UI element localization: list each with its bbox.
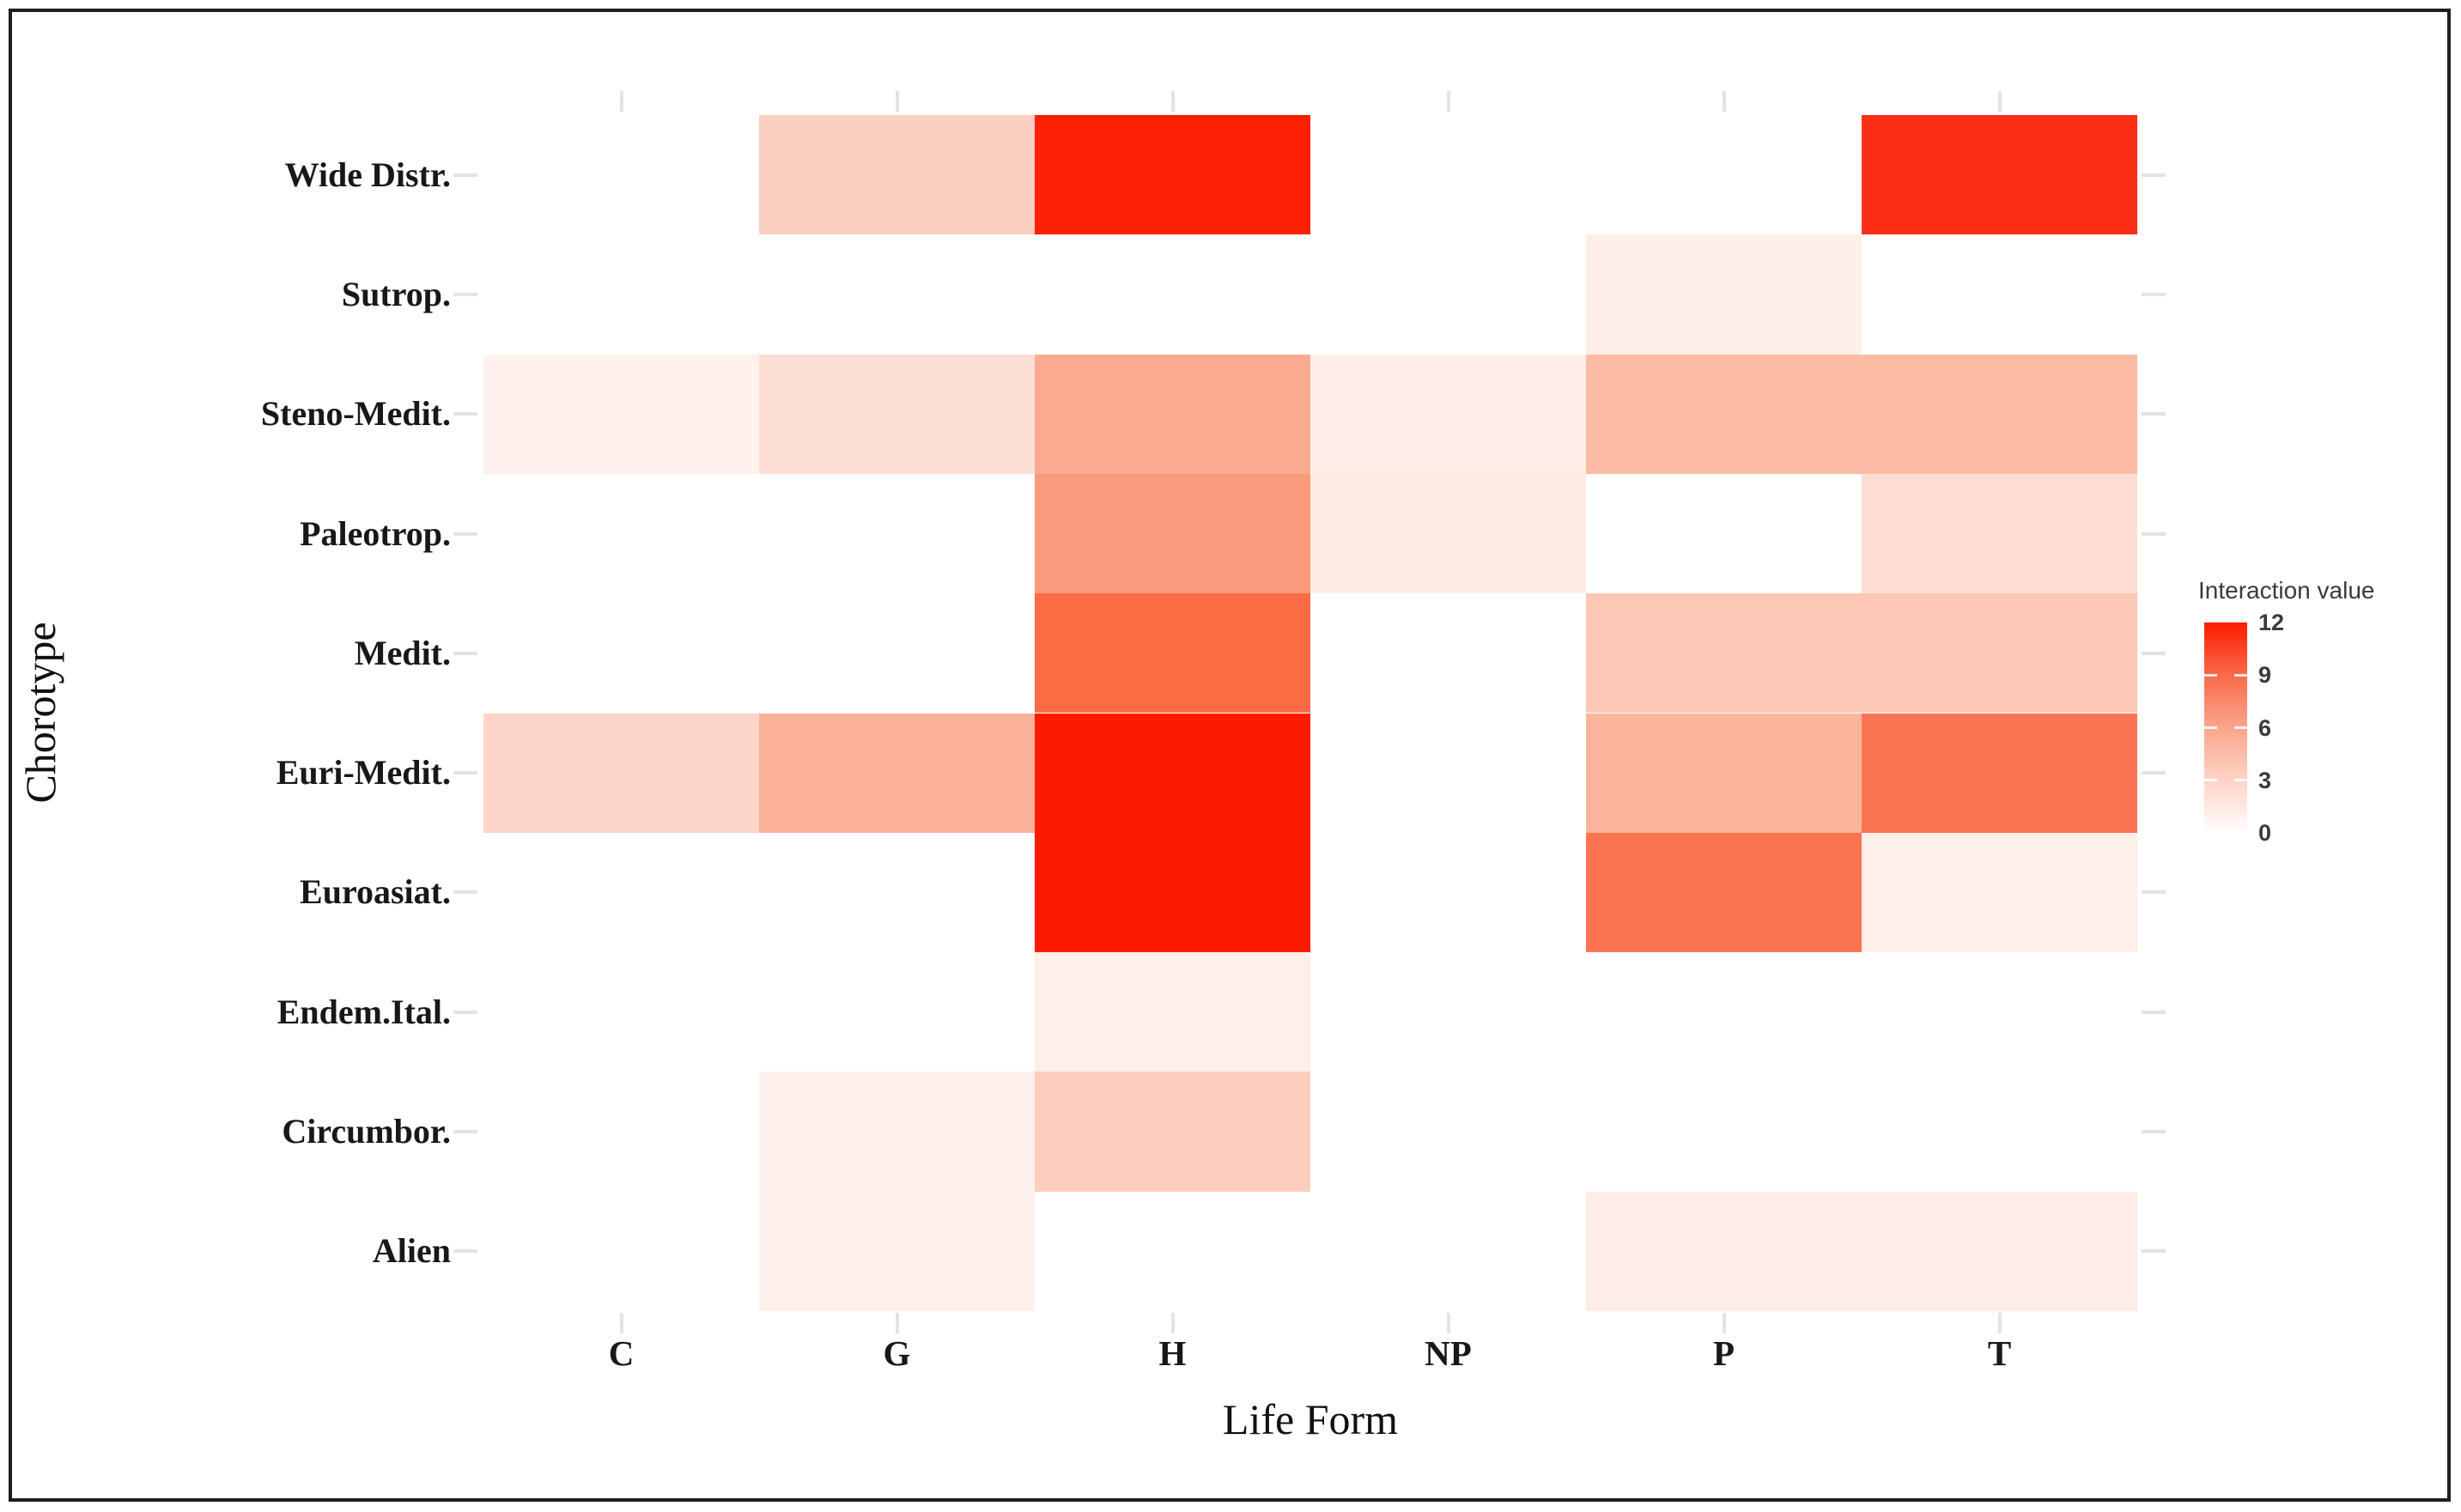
axis-tick-top: [619, 91, 623, 112]
heatmap-cell-alien-t: [1862, 1191, 2137, 1311]
axis-tick-left: [453, 1010, 477, 1014]
heatmap-cell-euri-medit--t: [1862, 713, 2137, 833]
legend-bar-tick: [2234, 673, 2247, 677]
heatmap-cell-steno-medit--np: [1310, 354, 1586, 474]
heatmap-cell-paleotrop--t: [1862, 473, 2137, 594]
x-tick-label: G: [883, 1333, 911, 1373]
heatmap-cell-euroasiat--p: [1586, 832, 1862, 953]
y-tick-label: Circumbor.: [282, 1112, 451, 1151]
heatmap-cell-euri-medit--g: [759, 713, 1035, 833]
legend-tick-label: 3: [2258, 767, 2272, 793]
axis-tick-right: [2142, 651, 2166, 655]
axis-tick-left: [453, 890, 477, 895]
axis-tick-top: [1997, 91, 2002, 112]
y-tick-label: Euroasiat.: [300, 872, 451, 912]
heatmap-cell-euroasiat--h: [1035, 832, 1310, 953]
heatmap-cell-alien-g: [759, 1191, 1035, 1311]
heatmap-cell-endem-ital--h: [1035, 952, 1310, 1072]
heatmap-cell-euri-medit--p: [1586, 713, 1862, 833]
axis-tick-top: [895, 91, 899, 112]
legend-tick-label: 6: [2258, 714, 2272, 741]
heatmap-cell-steno-medit--c: [483, 354, 759, 474]
axis-tick-bottom: [895, 1313, 899, 1333]
figure-border: [9, 9, 2451, 1502]
axis-tick-right: [2142, 531, 2166, 536]
legend-tick-label: 0: [2258, 820, 2272, 846]
heatmap-cell-medit--t: [1862, 593, 2137, 713]
y-axis-title: Chorotype: [16, 622, 64, 804]
heatmap-cell-steno-medit--p: [1586, 354, 1862, 474]
heatmap-cell-alien-p: [1586, 1191, 1862, 1311]
axis-tick-left: [453, 1249, 477, 1254]
axis-tick-top: [1722, 91, 1726, 112]
legend-bar-tick: [2234, 779, 2247, 782]
legend-bar-tick: [2234, 726, 2247, 729]
axis-tick-top: [1170, 91, 1175, 112]
axis-tick-left: [453, 173, 477, 177]
x-tick-label: T: [1987, 1333, 2012, 1373]
y-tick-label: Euri-Medit.: [276, 753, 451, 792]
heatmap-cell-paleotrop--h: [1035, 473, 1310, 594]
axis-tick-right: [2142, 292, 2166, 296]
axis-tick-left: [453, 292, 477, 296]
axis-tick-right: [2142, 771, 2166, 775]
axis-tick-bottom: [619, 1313, 623, 1333]
x-tick-label: NP: [1425, 1333, 1472, 1373]
heatmap-cell-euri-medit--c: [483, 713, 759, 833]
axis-tick-bottom: [1446, 1313, 1450, 1333]
axis-tick-left: [453, 531, 477, 536]
legend-title: Interaction value: [2198, 577, 2375, 604]
heatmap-cell-steno-medit--h: [1035, 354, 1310, 474]
heatmap-cell-paleotrop--np: [1310, 473, 1586, 594]
legend-tick-label: 12: [2258, 610, 2285, 635]
heatmap-cell-circumbor--g: [759, 1072, 1035, 1192]
heatmap-cell-circumbor--h: [1035, 1072, 1310, 1192]
axis-tick-right: [2142, 890, 2166, 895]
heatmap-cell-wide-distr--t: [1862, 115, 2137, 235]
heatmap-cell-steno-medit--g: [759, 354, 1035, 474]
axis-tick-left: [453, 1130, 477, 1134]
y-tick-label: Medit.: [354, 633, 451, 672]
heatmap-cell-wide-distr--g: [759, 115, 1035, 235]
y-tick-label: Wide Distr.: [284, 155, 451, 194]
y-tick-label: Endem.Ital.: [276, 992, 451, 1031]
x-tick-label: P: [1712, 1333, 1735, 1373]
axis-tick-left: [453, 412, 477, 416]
heatmap-cell-medit--h: [1035, 593, 1310, 713]
heatmap-cell-steno-medit--t: [1862, 354, 2137, 474]
heatmap-cell-euroasiat--t: [1862, 832, 2137, 953]
x-axis-title: Life Form: [1222, 1395, 1399, 1443]
legend-bar-tick: [2204, 726, 2217, 729]
y-tick-label: Alien: [372, 1231, 451, 1271]
axis-tick-right: [2142, 1130, 2166, 1134]
legend-bar-tick: [2204, 779, 2217, 782]
axis-tick-right: [2142, 1010, 2166, 1014]
axis-tick-left: [453, 771, 477, 775]
axis-tick-right: [2142, 412, 2166, 416]
axis-tick-bottom: [1997, 1313, 2002, 1333]
axis-tick-bottom: [1722, 1313, 1726, 1333]
legend-tick-label: 9: [2258, 662, 2272, 689]
x-tick-label: C: [608, 1333, 635, 1373]
plot-area: [483, 115, 2137, 1311]
heatmap-cell-sutrop--p: [1586, 234, 1862, 355]
y-tick-label: Paleotrop.: [300, 513, 451, 553]
x-tick-label: H: [1158, 1333, 1187, 1373]
legend: Interaction value 12 9 6 3 0: [2197, 577, 2454, 860]
heatmap-cell-euri-medit--h: [1035, 713, 1310, 833]
axis-tick-right: [2142, 1249, 2166, 1254]
axis-tick-left: [453, 651, 477, 655]
heatmap-cell-wide-distr--h: [1035, 115, 1310, 235]
y-tick-label: Steno-Medit.: [260, 394, 451, 434]
axis-tick-right: [2142, 173, 2166, 177]
heatmap-cell-medit--p: [1586, 593, 1862, 713]
axis-tick-top: [1446, 91, 1450, 112]
legend-bar-tick: [2204, 673, 2217, 677]
axis-tick-bottom: [1170, 1313, 1175, 1333]
y-tick-label: Sutrop.: [341, 274, 451, 313]
